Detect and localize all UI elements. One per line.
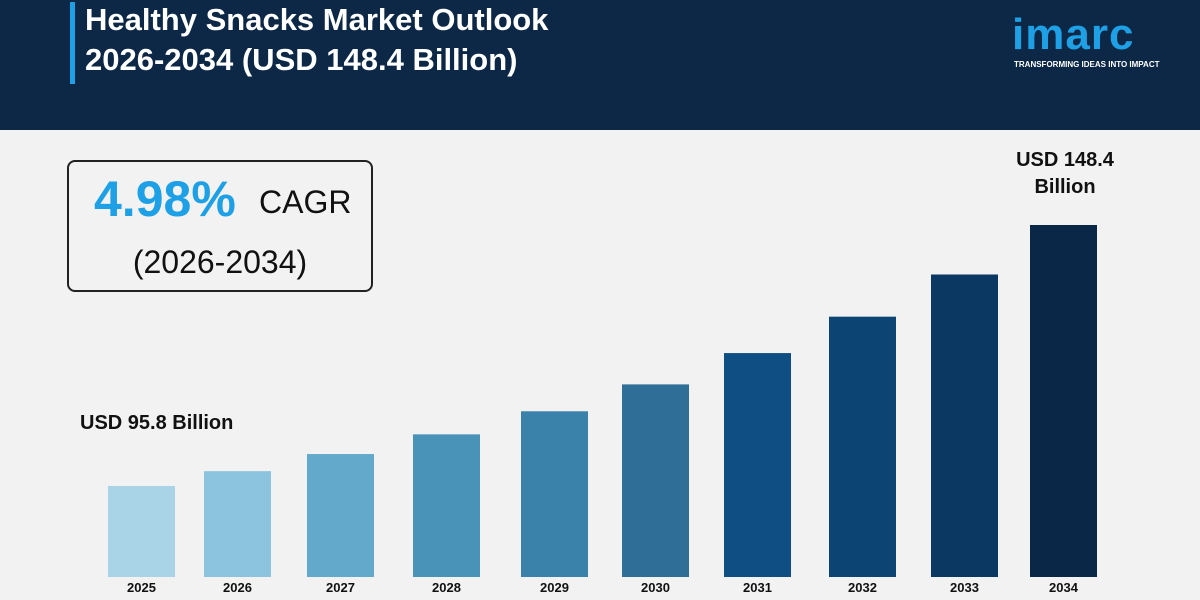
bar-2031 [724,353,791,577]
x-tick-label: 2029 [540,580,569,595]
cagr-value: 4.98% [94,171,236,227]
header-banner: Healthy Snacks Market Outlook 2026-2034 … [0,0,1200,130]
page-title: Healthy Snacks Market Outlook 2026-2034 … [85,0,548,80]
bar-2026 [204,471,271,577]
x-tick-label: 2032 [848,580,877,595]
title-accent-bar [70,2,75,84]
bar-2028 [413,434,480,577]
x-tick-label: 2027 [326,580,355,595]
last-value-label: USD 148.4 Billion [1010,147,1120,201]
x-tick-label: 2034 [1049,580,1079,595]
first-value-label: USD 95.8 Billion [80,412,234,434]
bar-2032 [829,316,896,577]
x-tick-label: 2026 [223,580,252,595]
logo-tagline: TRANSFORMING IDEAS INTO IMPACT [1014,60,1160,69]
x-tick-label: 2031 [743,580,772,595]
bar-2030 [622,384,689,577]
title-line-2: 2026-2034 (USD 148.4 Billion) [85,42,518,77]
bar-2027 [307,454,374,577]
bar-2033 [931,274,998,577]
x-tick-label: 2030 [641,580,670,595]
imarc-logo: imarc TRANSFORMING IDEAS INTO IMPACT [1010,4,1170,74]
x-tick-label: 2033 [950,580,979,595]
last-value-line-1: USD 148.4 [1016,149,1114,171]
cagr-label: CAGR [259,184,352,220]
cagr-box: 4.98% CAGR (2026-2034) [67,160,373,292]
logo-word: imarc [1012,10,1135,59]
bar-2034 [1030,225,1097,577]
x-tick-label: 2028 [432,580,461,595]
bar-2029 [521,411,588,577]
last-value-line-2: Billion [1034,176,1096,198]
title-line-1: Healthy Snacks Market Outlook [85,2,549,37]
cagr-period: (2026-2034) [132,244,308,280]
bar-2025 [108,486,175,577]
x-tick-label: 2025 [127,580,156,595]
